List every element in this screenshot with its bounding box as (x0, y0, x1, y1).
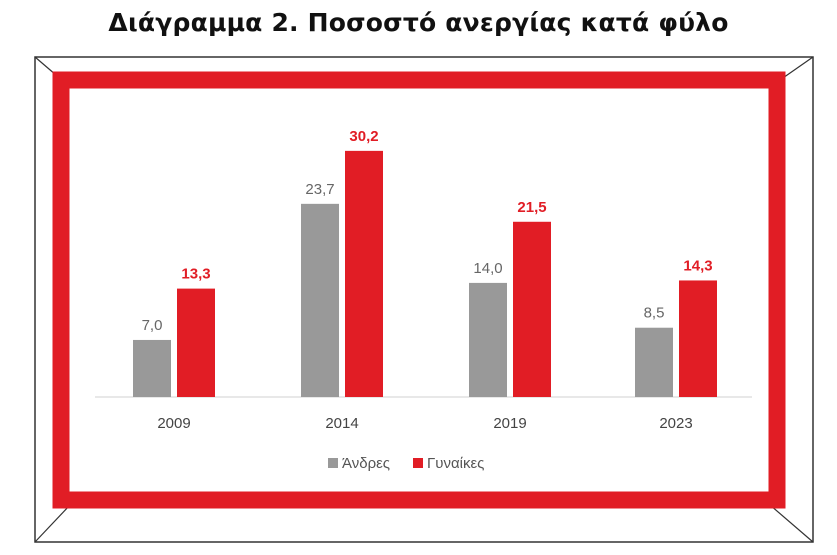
bar-men-2009 (133, 339, 171, 397)
x-tick-label-2019: 2019 (493, 415, 526, 432)
legend-swatch-women (413, 458, 423, 468)
bar-women-2023 (679, 280, 717, 397)
frame-bevel-br (769, 504, 814, 543)
bar-men-2019 (469, 282, 507, 397)
bars-group (133, 150, 717, 397)
legend-swatch-men (328, 458, 338, 468)
value-label-women-2019: 21,5 (517, 199, 546, 216)
value-label-men-2009: 7,0 (142, 317, 163, 334)
frame-bevel-bl (34, 504, 71, 543)
legend-label-women: Γυναίκες (427, 455, 484, 472)
legend: Άνδρες Γυναίκες (328, 455, 484, 472)
bar-men-2023 (635, 327, 673, 397)
x-tick-label-2014: 2014 (325, 415, 358, 432)
bar-men-2014 (301, 203, 339, 397)
x-tick-label-2009: 2009 (157, 415, 190, 432)
bar-women-2014 (345, 150, 383, 397)
value-label-men-2019: 14,0 (473, 260, 502, 277)
value-label-women-2009: 13,3 (181, 266, 210, 283)
red-border (52, 71, 786, 509)
chart-title: Διάγραμμα 2. Ποσοστό ανεργίας κατά φύλο (108, 8, 729, 37)
bar-women-2009 (177, 288, 215, 397)
outer-frame (34, 56, 814, 543)
value-label-men-2023: 8,5 (644, 305, 665, 322)
value-label-men-2014: 23,7 (305, 181, 334, 198)
bar-women-2019 (513, 221, 551, 397)
legend-label-men: Άνδρες (342, 455, 390, 472)
value-label-women-2014: 30,2 (349, 128, 378, 145)
value-label-women-2023: 14,3 (683, 257, 712, 274)
value-labels-group: 7,0 13,3 23,7 30,2 14,0 21,5 8,5 14,3 (142, 128, 713, 334)
x-tick-labels: 2009 2014 2019 2023 (157, 415, 692, 432)
x-tick-label-2023: 2023 (659, 415, 692, 432)
